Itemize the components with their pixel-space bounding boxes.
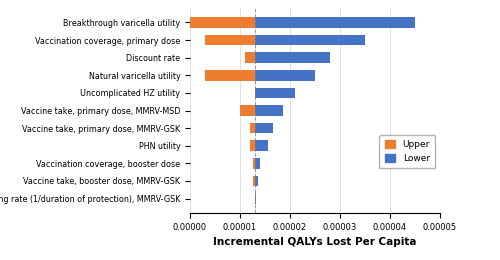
Bar (250, 123, 255, 133)
Bar (205, 35, 255, 45)
Legend: Upper, Lower: Upper, Lower (379, 135, 436, 168)
Bar (255, 70, 315, 81)
Bar (255, 123, 272, 133)
Bar (255, 88, 295, 98)
Bar (255, 35, 365, 45)
Bar (255, 193, 256, 204)
Bar (255, 140, 268, 151)
Bar (190, 17, 255, 28)
Bar (255, 158, 260, 169)
Bar (255, 52, 330, 63)
Bar (250, 140, 255, 151)
Bar (240, 105, 255, 116)
Bar (205, 70, 255, 81)
Bar (245, 52, 255, 63)
Bar (252, 158, 255, 169)
Bar (255, 176, 258, 186)
Bar (252, 176, 255, 186)
Bar (255, 105, 282, 116)
X-axis label: Incremental QALYs Lost Per Capita: Incremental QALYs Lost Per Capita (213, 237, 417, 248)
Bar (255, 17, 415, 28)
